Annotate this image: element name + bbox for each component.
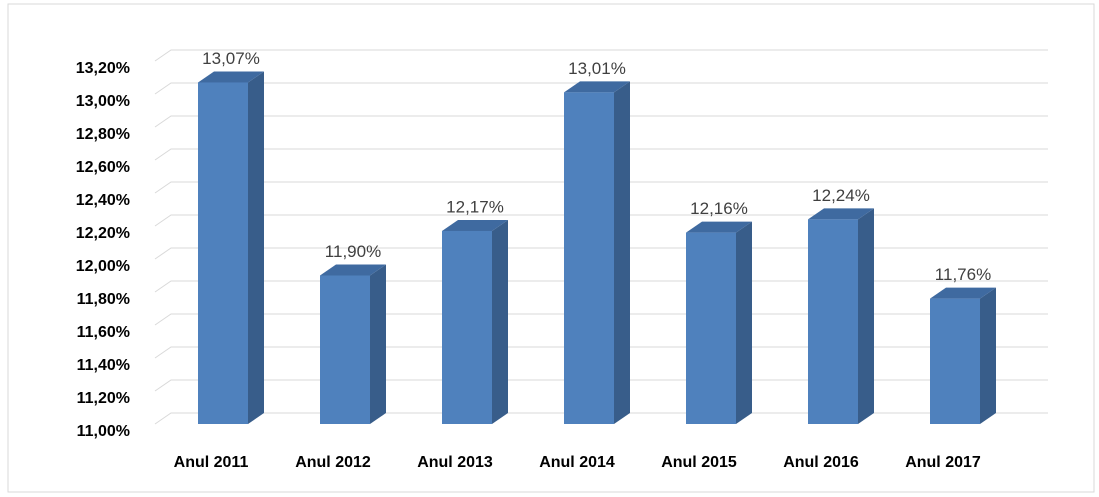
grid-line: [154, 49, 1048, 62]
y-tick-label: 12,40%: [76, 192, 130, 209]
bar: [198, 71, 264, 424]
y-tick-label: 12,60%: [76, 159, 130, 176]
x-tick-label: Anul 2017: [905, 454, 981, 471]
bar: [808, 208, 874, 424]
grid-line: [154, 247, 1048, 260]
grid-line: [154, 148, 1048, 161]
bar: [442, 219, 508, 424]
value-label: 11,76%: [935, 265, 991, 284]
grid-line: [154, 280, 1048, 293]
grid-line: [154, 115, 1048, 128]
grid-line: [154, 313, 1048, 326]
y-tick-label: 12,20%: [76, 225, 130, 242]
x-tick-label: Anul 2016: [783, 454, 859, 471]
bar-front: [808, 219, 858, 424]
y-tick-label: 12,80%: [76, 126, 130, 143]
bar: [564, 81, 630, 424]
grid-line: [154, 346, 1048, 359]
value-label: 13,01%: [568, 59, 626, 78]
bar: [930, 287, 996, 424]
bar-top: [564, 81, 630, 93]
bar: [320, 264, 386, 424]
y-tick-label: 12,00%: [76, 258, 130, 275]
y-tick-label: 11,40%: [77, 357, 130, 374]
y-tick-label: 11,00%: [77, 423, 130, 440]
value-label: 12,24%: [812, 186, 870, 205]
bar-side: [370, 264, 386, 424]
y-tick-label: 11,60%: [77, 324, 130, 341]
bar-top: [808, 208, 874, 220]
value-label: 13,07%: [202, 49, 260, 68]
x-tick-label: Anul 2012: [295, 454, 371, 471]
y-tick-label: 13,20%: [76, 60, 130, 77]
value-label: 11,90%: [325, 242, 381, 261]
value-label: 12,16%: [690, 199, 748, 218]
bar-side: [736, 221, 752, 424]
bar-side: [492, 219, 508, 424]
bar-front: [442, 230, 492, 424]
bar-side: [858, 208, 874, 424]
x-tick-label: Anul 2014: [539, 454, 615, 471]
bar-top: [930, 287, 996, 299]
bar-front: [686, 232, 736, 424]
bar-front: [930, 298, 980, 424]
y-tick-label: 11,20%: [77, 390, 130, 407]
bar-side: [248, 71, 264, 424]
y-tick-label: 13,00%: [76, 93, 130, 110]
bar-front: [320, 275, 370, 424]
y-tick-label: 11,80%: [77, 291, 130, 308]
bar-top: [198, 71, 264, 83]
bar: [686, 221, 752, 424]
grid-line: [154, 412, 1048, 425]
bar-front: [198, 82, 248, 424]
value-label: 12,17%: [446, 197, 504, 216]
grid-line: [154, 214, 1048, 227]
grid-line: [154, 82, 1048, 95]
bar-side: [980, 287, 996, 424]
grid-line: [154, 181, 1048, 194]
x-tick-label: Anul 2015: [661, 454, 737, 471]
bar-top: [442, 219, 508, 231]
x-tick-label: Anul 2011: [174, 454, 249, 471]
bar-front: [564, 92, 614, 424]
x-tick-label: Anul 2013: [417, 454, 493, 471]
bar-top: [686, 221, 752, 233]
grid-line: [154, 379, 1048, 392]
bar-side: [614, 81, 630, 424]
bar-top: [320, 264, 386, 276]
